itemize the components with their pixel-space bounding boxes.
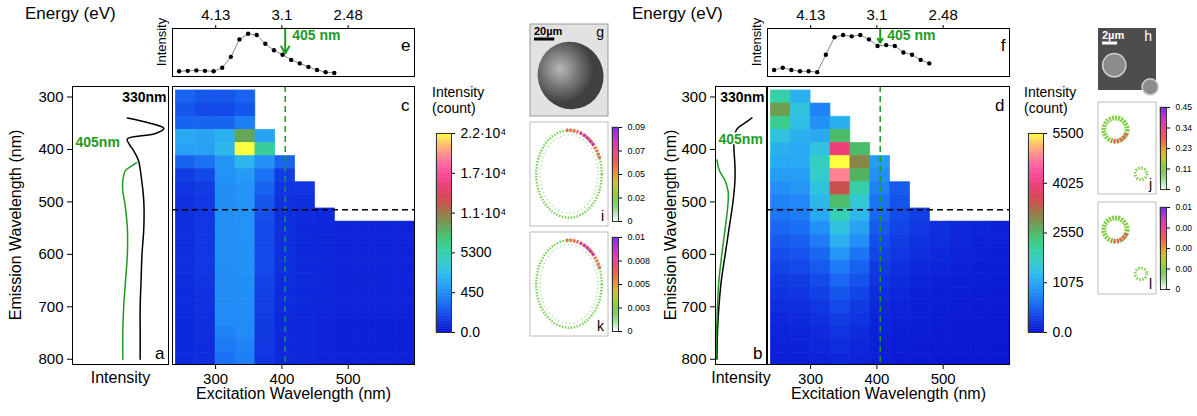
svg-text:Intensity: Intensity (711, 369, 771, 386)
svg-text:a: a (155, 344, 165, 363)
svg-text:0.05: 0.05 (628, 169, 646, 179)
svg-text:c: c (401, 96, 410, 115)
svg-text:0.003: 0.003 (628, 303, 651, 313)
svg-text:2µm: 2µm (1102, 29, 1124, 41)
svg-text:1.7·10⁴: 1.7·10⁴ (461, 165, 507, 181)
html-text:Intensity: Intensity (432, 84, 485, 100)
svg-text:300: 300 (203, 370, 229, 388)
svg-text:g: g (596, 24, 604, 40)
svg-text:700: 700 (681, 298, 706, 315)
svg-text:k: k (597, 318, 605, 334)
svg-text:300: 300 (681, 88, 706, 105)
html-text:Energy (eV): Energy (eV) (25, 4, 116, 23)
svg-text:0.11: 0.11 (1176, 164, 1192, 174)
svg-text:700: 700 (38, 298, 63, 315)
svg-text:20µm: 20µm (534, 25, 563, 37)
svg-text:330nm: 330nm (720, 89, 764, 105)
svg-text:2.2·10⁴: 2.2·10⁴ (461, 125, 507, 141)
html-text:(count): (count) (432, 100, 476, 117)
svg-text:500: 500 (335, 370, 361, 388)
svg-text:0.008: 0.008 (628, 256, 651, 266)
svg-text:0.00: 0.00 (1176, 223, 1193, 233)
svg-text:e: e (401, 36, 410, 55)
svg-text:400: 400 (38, 140, 63, 157)
svg-text:0.0: 0.0 (1053, 324, 1073, 340)
svg-text:0.23: 0.23 (1176, 143, 1193, 153)
html-text:Intensity: Intensity (748, 17, 764, 67)
html-text:Emission Wavelength (nm): Emission Wavelength (nm) (662, 129, 679, 321)
svg-text:0: 0 (628, 216, 633, 226)
svg-text:Excitation Wavelength (nm): Excitation Wavelength (nm) (196, 385, 391, 402)
svg-text:0.01: 0.01 (1176, 202, 1193, 212)
svg-text:405nm: 405nm (76, 134, 120, 150)
svg-text:450: 450 (461, 284, 485, 300)
svg-text:b: b (753, 344, 762, 363)
svg-text:405 nm: 405 nm (292, 27, 340, 43)
html-text:Intensity: Intensity (1024, 84, 1077, 100)
svg-text:0.00: 0.00 (1176, 243, 1193, 253)
svg-text:f: f (1001, 36, 1006, 55)
svg-text:d: d (995, 96, 1004, 115)
svg-text:0: 0 (1176, 284, 1181, 294)
svg-text:2.48: 2.48 (334, 6, 363, 23)
svg-text:330nm: 330nm (122, 89, 166, 105)
svg-text:500: 500 (681, 193, 706, 210)
svg-text:400: 400 (864, 370, 890, 388)
svg-text:2550: 2550 (1053, 224, 1084, 240)
svg-text:0.09: 0.09 (628, 122, 646, 132)
svg-text:800: 800 (681, 350, 706, 367)
svg-text:0: 0 (628, 326, 633, 336)
svg-text:0.00: 0.00 (1176, 264, 1193, 274)
svg-text:j: j (1148, 176, 1152, 192)
svg-text:1075: 1075 (1053, 274, 1084, 290)
svg-text:0.07: 0.07 (628, 146, 646, 156)
svg-text:5300: 5300 (461, 244, 492, 260)
svg-text:4025: 4025 (1053, 175, 1084, 191)
svg-text:3.1: 3.1 (271, 6, 292, 23)
svg-text:Excitation Wavelength (nm): Excitation Wavelength (nm) (791, 385, 986, 402)
svg-text:800: 800 (38, 350, 63, 367)
html-text:(count): (count) (1024, 100, 1068, 117)
svg-text:300: 300 (798, 370, 824, 388)
svg-text:0.01: 0.01 (628, 232, 646, 242)
svg-text:h: h (1144, 28, 1152, 44)
svg-text:Intensity: Intensity (91, 369, 151, 386)
svg-text:600: 600 (38, 245, 63, 262)
svg-text:2.48: 2.48 (929, 6, 958, 23)
svg-text:405 nm: 405 nm (887, 27, 935, 43)
svg-text:400: 400 (681, 140, 706, 157)
svg-text:0.005: 0.005 (628, 279, 651, 289)
svg-text:400: 400 (269, 370, 295, 388)
svg-text:600: 600 (681, 245, 706, 262)
svg-text:4.13: 4.13 (796, 6, 825, 23)
svg-text:500: 500 (930, 370, 956, 388)
svg-text:405nm: 405nm (719, 131, 763, 147)
svg-text:0.02: 0.02 (628, 193, 646, 203)
html-text:Energy (eV): Energy (eV) (632, 4, 723, 23)
svg-text:l: l (1149, 276, 1152, 292)
svg-text:0.0: 0.0 (461, 324, 481, 340)
svg-text:1.1·10⁴: 1.1·10⁴ (461, 205, 507, 221)
svg-text:5500: 5500 (1053, 125, 1084, 141)
html-text:Emission Wavelength (nm): Emission Wavelength (nm) (7, 129, 24, 321)
svg-text:0.34: 0.34 (1176, 123, 1193, 133)
svg-text:0: 0 (1176, 184, 1181, 194)
svg-text:i: i (601, 208, 604, 224)
svg-text:4.13: 4.13 (201, 6, 230, 23)
svg-text:3.1: 3.1 (866, 6, 887, 23)
svg-text:0.45: 0.45 (1176, 102, 1193, 112)
html-text:Intensity: Intensity (153, 17, 169, 67)
svg-text:500: 500 (38, 193, 63, 210)
svg-text:300: 300 (38, 88, 63, 105)
